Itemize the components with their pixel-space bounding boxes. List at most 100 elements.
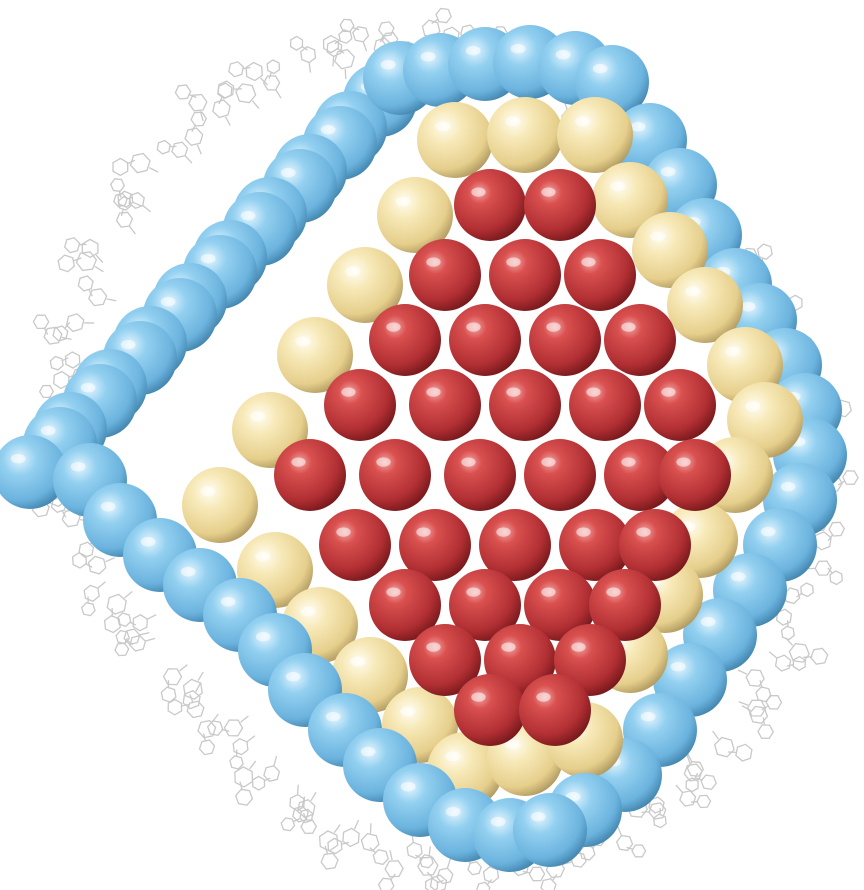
ligand-ring bbox=[342, 827, 360, 848]
outer-shell-atom bbox=[513, 793, 587, 867]
ligand-ring bbox=[421, 19, 441, 39]
ligand-ring bbox=[234, 788, 254, 806]
core-atom bbox=[449, 569, 521, 641]
core-atom bbox=[569, 369, 641, 441]
ligand-ring bbox=[114, 642, 130, 657]
ligand-ring bbox=[117, 195, 132, 211]
core-atom bbox=[274, 439, 346, 511]
ligand-ring bbox=[32, 314, 50, 330]
ligand-bond bbox=[389, 850, 393, 861]
ligand-bond bbox=[785, 637, 794, 646]
core-atom bbox=[359, 439, 431, 511]
ligand-ring bbox=[188, 93, 208, 112]
core-atom bbox=[454, 674, 526, 746]
core-atom bbox=[409, 624, 481, 696]
ligand-ring bbox=[735, 743, 753, 762]
ligand-bond bbox=[148, 166, 159, 173]
ligand-bond bbox=[88, 288, 93, 297]
ligand-bond bbox=[273, 756, 278, 767]
ligand-ring bbox=[75, 251, 98, 272]
ligand-ring bbox=[38, 384, 55, 399]
ligand-ring bbox=[64, 351, 81, 369]
ligand-ring bbox=[377, 21, 395, 37]
ligand-bond bbox=[693, 772, 699, 780]
core-atom bbox=[589, 569, 661, 641]
ligand-ring bbox=[228, 61, 245, 78]
ligand-ring bbox=[174, 84, 192, 100]
ligand-bond bbox=[97, 581, 106, 589]
ligand-bond bbox=[827, 533, 834, 542]
ligand-ring bbox=[162, 668, 183, 686]
ligand-ring bbox=[289, 793, 305, 812]
ligand-bond bbox=[224, 116, 231, 126]
ligand-bond bbox=[762, 717, 766, 726]
ligand-ring bbox=[52, 325, 69, 342]
ligand-bond bbox=[428, 846, 431, 857]
ligand-ring bbox=[352, 25, 370, 43]
ligand-ring bbox=[63, 237, 81, 254]
core-atom bbox=[604, 439, 676, 511]
ligand-bond bbox=[551, 874, 558, 882]
ligand-bond bbox=[63, 322, 71, 330]
ligand-ring bbox=[190, 111, 208, 127]
ligand-bond bbox=[199, 111, 204, 122]
ligand-bond bbox=[275, 89, 282, 99]
ligand-ring bbox=[814, 560, 832, 576]
ligand-ring bbox=[482, 866, 500, 884]
ligand-ring bbox=[360, 832, 380, 852]
middle-shell-atom bbox=[557, 97, 633, 173]
ligand-ring bbox=[756, 243, 773, 260]
core-atom bbox=[444, 439, 516, 511]
ligand-bond bbox=[431, 18, 439, 25]
ligand-ring bbox=[528, 866, 546, 882]
ligand-ring bbox=[87, 555, 107, 575]
core-atom bbox=[409, 369, 481, 441]
core-atom bbox=[529, 304, 601, 376]
ligand-ring bbox=[748, 705, 769, 725]
ligand-bond bbox=[712, 730, 720, 740]
core-atom bbox=[554, 624, 626, 696]
core-atom bbox=[659, 439, 731, 511]
ligand-ring bbox=[109, 178, 126, 192]
ligand-bond bbox=[617, 826, 623, 836]
ligand-ring bbox=[436, 867, 454, 885]
ligand-bond bbox=[197, 671, 204, 682]
ligand-bond bbox=[169, 145, 177, 148]
middle-shell-atom bbox=[377, 177, 453, 253]
ligand-ring bbox=[339, 18, 355, 33]
ligand-ring bbox=[232, 737, 249, 756]
ligand-bond bbox=[268, 71, 273, 80]
ligand-bond bbox=[180, 703, 190, 707]
ligand-bond bbox=[195, 682, 202, 693]
outer-shell-atom bbox=[0, 435, 67, 509]
ligand-bond bbox=[251, 100, 260, 109]
ligand-ring bbox=[780, 625, 795, 641]
core-atom bbox=[519, 674, 591, 746]
ligand-bond bbox=[344, 69, 347, 80]
ligand-bond bbox=[308, 62, 312, 73]
ligand-ring bbox=[78, 541, 95, 559]
ligand-ring bbox=[212, 99, 231, 119]
core-atom bbox=[479, 509, 551, 581]
ligand-ring bbox=[77, 275, 94, 292]
core-atom bbox=[559, 509, 631, 581]
ligand-ring bbox=[128, 191, 145, 210]
ligand-ring bbox=[263, 765, 281, 783]
ligand-bond bbox=[292, 818, 300, 823]
ligand-ring bbox=[229, 755, 244, 770]
middle-shell-atom bbox=[632, 212, 708, 288]
ligand-ring bbox=[377, 877, 395, 890]
ligand-ring bbox=[129, 152, 151, 174]
ligand-ring bbox=[71, 551, 88, 569]
ligand-ring bbox=[106, 593, 127, 615]
ligand-bond bbox=[353, 819, 360, 830]
ligand-ring bbox=[774, 654, 792, 672]
ligand-bond bbox=[768, 651, 778, 659]
ligand-ring bbox=[829, 570, 843, 586]
ligand-bond bbox=[124, 591, 133, 599]
core-atom bbox=[524, 169, 596, 241]
core-atom bbox=[454, 169, 526, 241]
ligand-bond bbox=[95, 254, 104, 263]
